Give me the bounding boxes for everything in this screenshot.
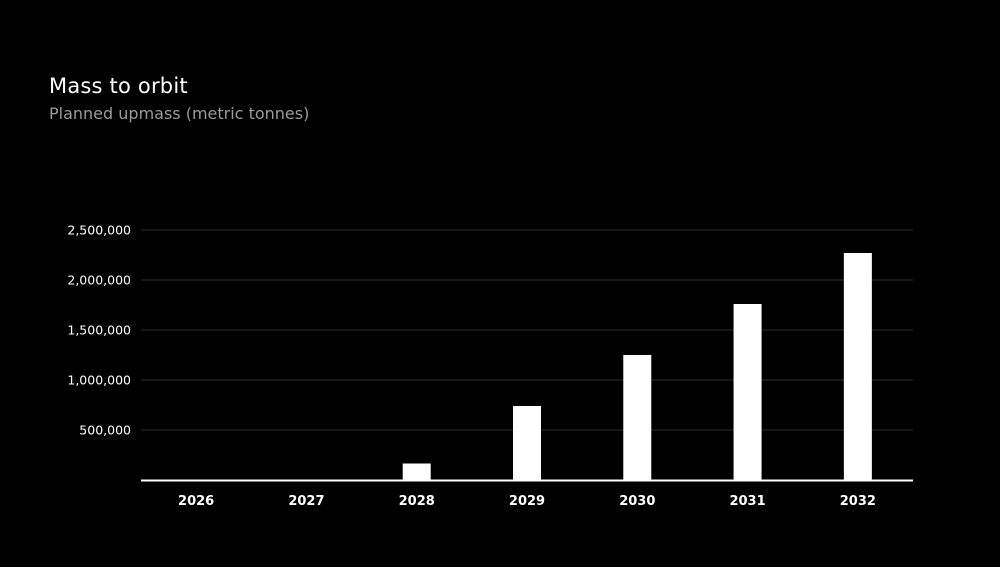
x-tick-label: 2031 <box>729 494 765 509</box>
chart-subtitle: Planned upmass (metric tonnes) <box>49 104 310 123</box>
x-tick-label: 2027 <box>288 494 324 509</box>
x-tick-label: 2026 <box>178 494 214 509</box>
x-tick-label: 2032 <box>840 494 876 509</box>
bar-2029 <box>513 406 541 480</box>
bar-2031 <box>733 304 762 480</box>
bars <box>402 253 872 480</box>
x-axis-ticks: 2026 2027 2028 2029 2030 2031 2032 <box>178 494 876 509</box>
bar-2028 <box>402 463 431 480</box>
y-axis-ticks: 500,000 1,000,000 1,500,000 2,000,000 2,500,… <box>67 223 131 438</box>
y-tick-label: 2,000,000 <box>67 273 131 288</box>
y-tick-label: 1,000,000 <box>67 373 131 388</box>
bar-2032 <box>843 253 872 480</box>
gridlines <box>141 229 913 431</box>
x-tick-label: 2030 <box>619 494 655 509</box>
y-tick-label: 2,500,000 <box>67 223 131 238</box>
x-tick-label: 2029 <box>509 494 545 509</box>
bar-2030 <box>623 355 652 480</box>
y-tick-label: 1,500,000 <box>67 323 131 338</box>
x-tick-label: 2028 <box>399 494 435 509</box>
y-tick-label: 500,000 <box>79 423 131 438</box>
chart-title: Mass to orbit <box>49 74 188 98</box>
